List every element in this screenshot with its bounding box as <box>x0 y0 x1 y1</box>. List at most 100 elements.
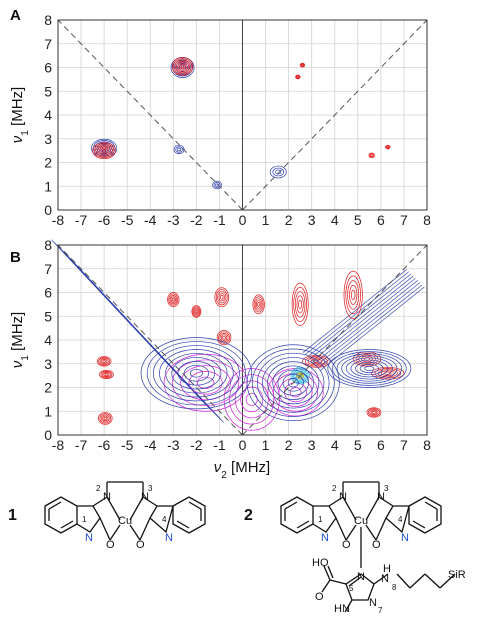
panel-b-contour-1-ring-2 <box>101 371 111 378</box>
panel-a-contour-2-ring-1 <box>172 58 193 77</box>
panel-b-contour-8-ring-1 <box>293 286 307 322</box>
panel-b-x-tick--3: -3 <box>167 437 180 453</box>
compound-2-bond <box>396 573 411 589</box>
panel-b-x-tick--6: -6 <box>98 437 111 453</box>
panel-b-contour-6-ring-4 <box>222 335 226 340</box>
panel-b-contour-4-ring-0 <box>191 305 202 318</box>
panel-a-contour-3-ring-6 <box>180 64 185 68</box>
panel-b-contour-8-ring-2 <box>294 291 306 318</box>
panel-b-contour-3-ring-4 <box>171 297 175 302</box>
panel-b-contour-3-ring-2 <box>169 295 178 305</box>
panel-b-contour-2-ring-0 <box>98 412 113 425</box>
panel-b-contour-5-ring-1 <box>215 289 228 306</box>
panel-a-contour-9-ring-2 <box>370 154 373 157</box>
panel-a-contour-3-ring-2 <box>174 59 191 74</box>
panel-a-x-tick-3: 3 <box>308 212 316 228</box>
panel-a-contour-3-ring-1 <box>173 58 192 75</box>
panel-b-ridge-1-line-5 <box>313 280 418 364</box>
panel-b-contour-21-ring-5 <box>350 359 389 378</box>
panel-a-contour-5-ring-0 <box>212 180 223 190</box>
compound-1-bond <box>176 520 190 529</box>
compound-2-ho: HO <box>312 557 329 569</box>
compound-1-n3: N <box>141 491 149 503</box>
compound-2-bond <box>335 517 347 541</box>
compound-1-locant-1: 1 <box>82 515 87 524</box>
compound-1-bond <box>188 501 202 510</box>
panel-a-contour-4-ring-2 <box>177 147 182 152</box>
panel-b-contour-3-ring-1 <box>168 293 179 306</box>
compound-2-pyrrole-right <box>385 505 410 534</box>
panel-b-contour-2-ring-1 <box>99 413 112 424</box>
panel-b-contour-20-ring-1 <box>251 348 335 417</box>
compound-2-bond <box>375 517 387 541</box>
panel-a-y-tick-3: 3 <box>44 131 52 147</box>
panel-b-x-tick-3: 3 <box>308 437 316 453</box>
panel-b-x-tick-2: 2 <box>285 437 293 453</box>
panel-a-x-tick-2: 2 <box>285 212 293 228</box>
compound-1-n4: N <box>165 532 173 544</box>
panel-a-contour-8-ring-2 <box>296 75 300 79</box>
panel-b-contour-5-ring-4 <box>220 295 224 300</box>
compound-2-n1: N <box>321 532 329 544</box>
compound-2-bond <box>323 565 331 581</box>
compound-2-hn: HN <box>334 603 350 615</box>
compound-1-bond <box>142 496 158 507</box>
panel-a-contour-4-ring-1 <box>175 146 183 153</box>
panel-b-contour-4-ring-1 <box>192 306 201 317</box>
panel-b-contour-7-ring-2 <box>254 298 263 311</box>
panel-a-contour-5-ring-1 <box>213 182 221 188</box>
compound-2-number: 2 <box>244 507 253 524</box>
panel-b-contour-21-ring-4 <box>345 357 393 380</box>
panel-b-ridge-1-line-6 <box>315 282 421 367</box>
panel-b-contour-10-ring-0 <box>302 355 331 368</box>
panel-b-contour-9-ring-0 <box>343 270 363 319</box>
panel-b-x-tick-6: 6 <box>377 437 385 453</box>
panel-b-ridge-0-line-8 <box>68 257 224 423</box>
panel-b-contour-13-ring-4 <box>372 411 376 414</box>
panel-b-contour-7-ring-1 <box>253 296 264 313</box>
panel-a-x-tick--7: -7 <box>75 212 88 228</box>
panel-b-contour-13-ring-1 <box>368 408 380 417</box>
panel-b-contour-13-ring-3 <box>370 410 378 415</box>
panel-b-contour-19-ring-4 <box>165 353 228 394</box>
compound-2-bond <box>373 573 389 585</box>
compound-1-bond <box>129 524 141 541</box>
panel-a-contours <box>91 56 391 190</box>
panel-a-y-axis-label: ν1 [MHz] <box>9 87 31 143</box>
panel-a-contour-5-ring-2 <box>215 183 220 187</box>
panel-b-contour-17-ring-2 <box>293 369 308 382</box>
panel-a-contour-1-ring-4 <box>98 146 110 155</box>
panel-b-contour-20-ring-4 <box>267 361 320 405</box>
panel-b-contour-20-ring-5 <box>272 365 315 400</box>
panel-b-contour-5-ring-0 <box>214 287 230 308</box>
panel-a-contour-9-ring-1 <box>369 153 374 158</box>
panel-a-contour-6-ring-0 <box>269 165 287 179</box>
panel-b-contour-20-ring-3 <box>262 357 325 409</box>
panel-a-x-tick-7: 7 <box>400 212 408 228</box>
panel-b-contour-20-ring-2 <box>257 352 330 413</box>
compound-1-bond <box>99 517 111 541</box>
panel-b-contour-17-ring-3 <box>294 370 306 381</box>
panel-b-ridge-1-line-3 <box>309 275 414 360</box>
compound-1-o-left: O <box>106 539 115 551</box>
panel-b-contour-3-ring-3 <box>170 296 176 303</box>
panel-b-contour-8-ring-4 <box>298 299 303 310</box>
panel-a-contour-9-ring-0 <box>368 152 375 159</box>
panel-a-y-tick-7: 7 <box>44 36 52 52</box>
panel-b-contour-6-ring-2 <box>219 333 229 343</box>
compound-2-bond <box>329 579 347 585</box>
panel-b-contour-1-ring-0 <box>99 369 114 380</box>
panel-b-contour-7-ring-4 <box>257 302 261 307</box>
panel-b-contour-17-ring-4 <box>295 371 305 380</box>
panel-b-contour-21-ring-6 <box>355 361 384 376</box>
panel-a-contour-7-ring-0 <box>299 62 306 68</box>
compound-2-benzene-right <box>408 496 442 534</box>
panel-b-x-tick-4: 4 <box>331 437 339 453</box>
panel-b-x-tick--8: -8 <box>52 437 65 453</box>
panel-b-y-tick-7: 7 <box>44 261 52 277</box>
panel-b-contour-6-ring-1 <box>218 331 230 344</box>
panel-a-y-tick-4: 4 <box>44 107 52 123</box>
compound-2-cu: Cu <box>354 515 368 527</box>
compound-2-o-left: O <box>342 539 351 551</box>
